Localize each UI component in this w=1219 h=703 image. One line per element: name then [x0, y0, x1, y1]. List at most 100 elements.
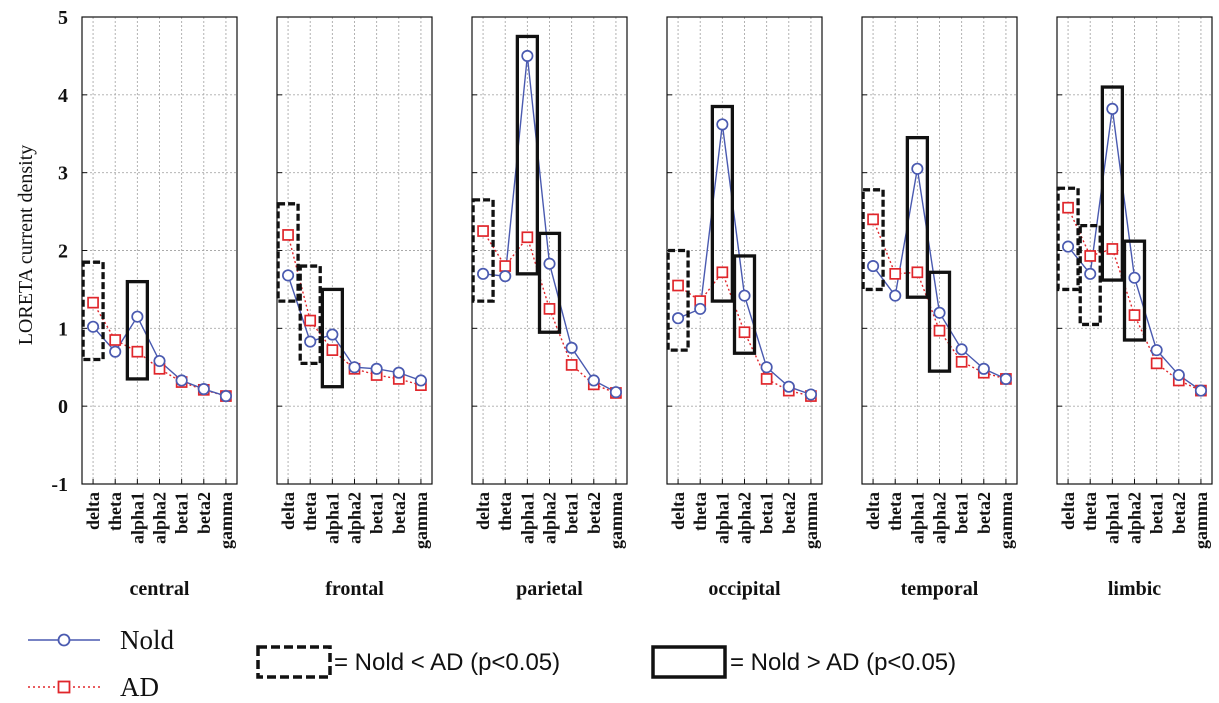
data-point-nold [392, 366, 405, 379]
panel-title: central [130, 578, 190, 600]
x-tick-label: gamma [801, 492, 821, 549]
data-point-nold [197, 382, 210, 396]
data-point-ad [282, 229, 294, 241]
x-tick-label: beta1 [757, 492, 777, 534]
data-point-nold [175, 374, 188, 387]
significance-box-dashed-delta [666, 248, 690, 352]
data-point-ad [304, 314, 317, 327]
data-point-ad [1150, 357, 1163, 370]
data-point-ad [760, 373, 773, 385]
panel-title: limbic [1108, 578, 1161, 600]
x-tick-label: alpha1 [907, 492, 927, 544]
legend-dashed-box [256, 645, 332, 679]
data-point-nold [219, 389, 232, 403]
legend-solid-label: = Nold > AD (p<0.05) [730, 649, 956, 676]
data-point-ad [738, 326, 751, 339]
data-point-nold [348, 361, 361, 374]
x-tick-label: alpha2 [345, 492, 365, 544]
data-point-nold [1062, 240, 1075, 253]
panel-frame [666, 16, 823, 485]
x-tick-label: theta [300, 492, 320, 531]
data-point-nold [716, 118, 729, 131]
data-point-ad [521, 231, 534, 244]
significance-box-dashed-theta [1078, 223, 1102, 327]
data-point-ad [1084, 250, 1097, 262]
x-tick-label: beta1 [367, 492, 387, 534]
data-point-nold [999, 372, 1012, 385]
panel-central: delta theta alpha1 alpha2 beta1 beta2 gamma cen… [81, 16, 238, 600]
data-point-nold [131, 310, 144, 323]
x-tick-label: theta [885, 492, 905, 531]
x-tick-label: alpha1 [1102, 492, 1122, 544]
x-tick-label: beta2 [194, 492, 214, 534]
x-tick-label: alpha2 [930, 492, 950, 544]
panel-frame [471, 16, 628, 485]
x-tick-label: delta [863, 492, 883, 530]
data-point-nold [977, 362, 990, 375]
x-tick-label: beta1 [172, 492, 192, 534]
panel-title: temporal [901, 578, 979, 600]
data-point-nold [1172, 368, 1185, 382]
data-point-ad [955, 355, 968, 368]
x-tick-label: alpha1 [322, 492, 342, 544]
legend-nold-marker [57, 633, 71, 647]
legend-nold-label: Nold [120, 625, 175, 655]
data-point-nold [911, 162, 924, 175]
legend-dashed-label: = Nold < AD (p<0.05) [334, 649, 560, 676]
data-point-nold [499, 270, 512, 283]
y-tick-label: -1 [51, 474, 68, 496]
significance-box-solid-alpha1 [125, 279, 150, 381]
significance-box-dashed-delta [1056, 186, 1080, 292]
panel-frame [81, 16, 238, 485]
data-point-nold [889, 289, 902, 302]
data-point-nold [153, 354, 166, 368]
x-tick-label: alpha2 [1125, 492, 1145, 544]
data-point-nold [955, 343, 968, 356]
data-point-nold [760, 361, 773, 374]
significance-box-solid-alpha2 [537, 231, 562, 334]
data-point-nold [1106, 102, 1119, 115]
data-point-ad [87, 296, 99, 309]
data-point-nold [672, 312, 685, 325]
data-point-nold [1128, 271, 1141, 284]
y-axis-label-group: LORETA current density [15, 145, 37, 346]
legend-solid-box [651, 645, 727, 679]
y-tick-label: 3 [58, 163, 68, 185]
data-point-nold [414, 374, 427, 387]
panel-title: frontal [325, 578, 384, 600]
x-tick-label: beta2 [1169, 492, 1189, 534]
x-tick-label: theta [1080, 492, 1100, 531]
data-point-nold [477, 267, 490, 280]
data-point-ad [131, 345, 144, 358]
significance-box-solid-alpha1 [320, 287, 345, 389]
data-point-ad [889, 268, 902, 280]
x-tick-label: delta [278, 492, 298, 530]
panel-limbic: delta theta alpha1 alpha2 beta1 beta2 gamma lim… [1056, 16, 1213, 600]
data-point-ad [1062, 201, 1074, 214]
panel-frame [861, 16, 1018, 485]
data-point-nold [1084, 267, 1097, 280]
y-tick-label: 0 [58, 396, 68, 418]
x-tick-label: alpha2 [540, 492, 560, 544]
data-point-nold [109, 345, 122, 358]
data-point-nold [782, 380, 795, 393]
data-point-ad [565, 359, 578, 371]
chart-panels: delta theta alpha1 alpha2 beta1 beta2 gammacen… [81, 16, 1213, 600]
data-point-nold [804, 388, 817, 401]
data-point-ad [109, 334, 122, 346]
y-axis-label: LORETA current density [15, 145, 37, 346]
x-tick-label: beta2 [779, 492, 799, 534]
x-tick-label: beta1 [952, 492, 972, 534]
x-tick-label: gamma [216, 492, 236, 549]
data-point-ad [543, 303, 556, 315]
x-tick-label: gamma [411, 492, 431, 549]
x-tick-label: delta [473, 492, 493, 530]
data-point-nold [1150, 344, 1163, 357]
x-tick-label: gamma [606, 492, 626, 549]
x-tick-label: beta2 [974, 492, 994, 534]
x-tick-label: alpha1 [127, 492, 147, 544]
significance-box-solid-alpha2 [927, 270, 952, 373]
data-point-nold [867, 260, 880, 273]
x-tick-label: beta1 [562, 492, 582, 534]
